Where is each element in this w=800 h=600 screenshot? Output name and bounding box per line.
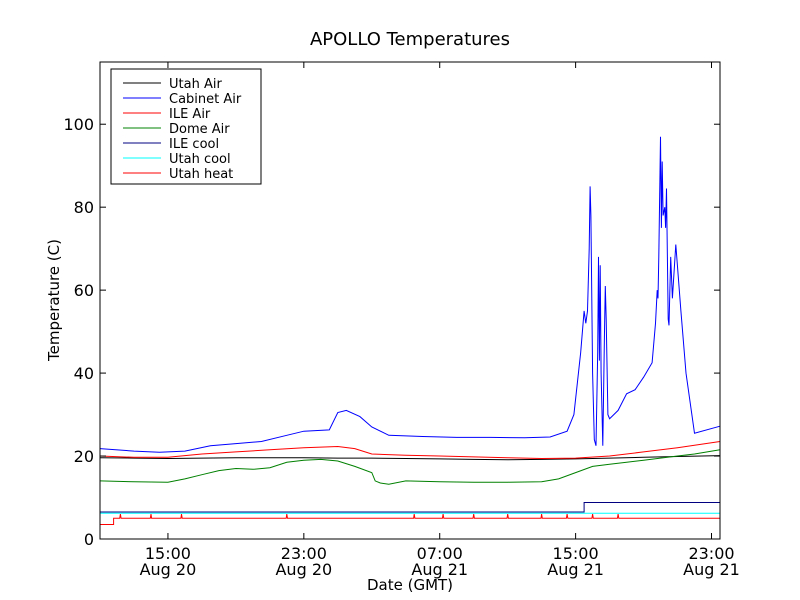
legend-box [110, 68, 262, 185]
x-tick-label-time: 23:00 [688, 544, 734, 563]
x-tick-label-time: 23:00 [281, 544, 327, 563]
y-tick-label: 60 [74, 281, 94, 300]
y-tick-label: 80 [74, 198, 94, 217]
legend-label-ile-air: ILE Air [169, 107, 211, 122]
legend-label-utah-heat: Utah heat [169, 167, 233, 182]
series-line-utah-air [99, 455, 721, 461]
series-line-dome-air [99, 449, 721, 485]
y-tick-label: 20 [74, 447, 94, 466]
x-tick-label-date: Aug 21 [547, 560, 604, 579]
plot-frame [99, 61, 721, 540]
series-line-ile-cool [100, 502, 720, 513]
x-tick-label-date: Aug 21 [683, 560, 740, 579]
legend-label-cabinet-air: Cabinet Air [169, 92, 242, 107]
legend-label-ile-cool: ILE cool [169, 137, 219, 152]
x-tick-label-date: Aug 21 [411, 560, 468, 579]
legend-label-utah-air: Utah Air [169, 77, 222, 92]
chart-title: APOLLO Temperatures [310, 29, 510, 50]
series-line-ile-air [99, 441, 721, 460]
legend-label-utah-cool: Utah cool [169, 152, 231, 167]
x-tick-label-time: 15:00 [145, 544, 191, 563]
x-tick-label-time: 15:00 [553, 544, 599, 563]
y-tick-label: 40 [74, 364, 94, 383]
plot-area [99, 136, 721, 525]
y-tick-label: 100 [63, 115, 94, 134]
x-tick-label-date: Aug 20 [140, 560, 197, 579]
y-tick-label: 0 [84, 530, 94, 549]
y-axis-label: Temperature (C) [45, 239, 63, 362]
series-line-utah-heat [100, 514, 720, 525]
legend-label-dome-air: Dome Air [169, 122, 230, 137]
x-tick-label-date: Aug 20 [275, 560, 332, 579]
x-axis-label: Date (GMT) [367, 576, 453, 594]
series-line-cabinet-air [99, 136, 721, 453]
x-tick-label-time: 07:00 [417, 544, 463, 563]
